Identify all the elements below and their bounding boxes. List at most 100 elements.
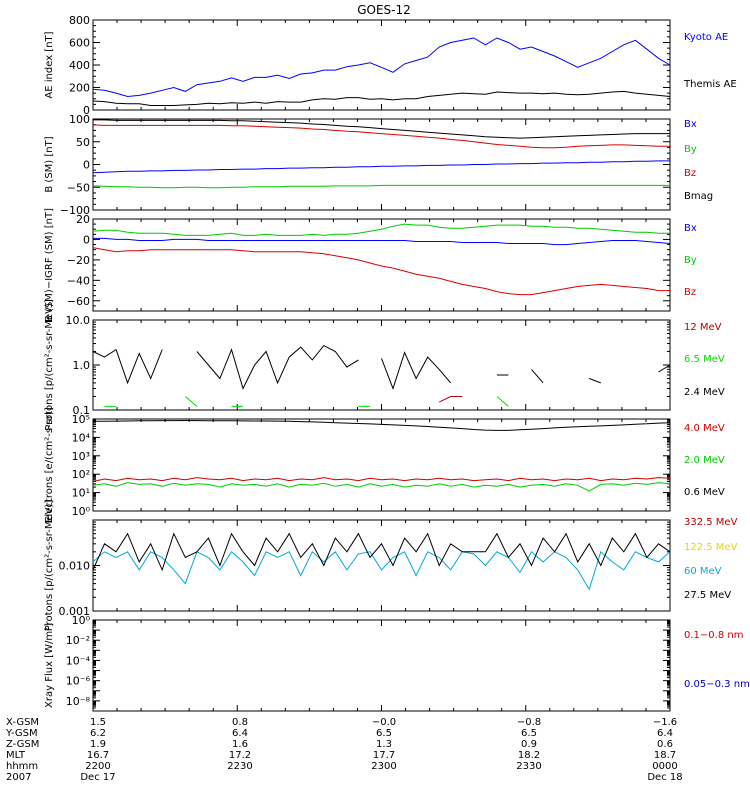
series-line-by	[92, 223, 670, 236]
footer-row-label: X-GSM	[6, 717, 39, 728]
legend-entry: By	[684, 255, 697, 266]
y-tick-label: 10⁰	[72, 614, 91, 627]
y-axis-label: Xray Flux [W/m²]	[44, 623, 55, 708]
legend-entry: Bmag	[684, 191, 713, 202]
y-tick-label: 400	[69, 59, 90, 72]
series-line-themis-ae	[92, 90, 671, 106]
y-tick-label: −40	[67, 274, 90, 287]
footer-row-label: hhmm	[6, 761, 38, 772]
series-line-27-5-mev	[92, 532, 671, 572]
y-axis-label: Protons [p/(cm²-s-sr-MeV)]	[44, 500, 55, 632]
legend-entry: Bx	[684, 223, 697, 234]
panel-xray-flux: 10⁻⁸ 10⁻⁶ 10⁻⁴ 10⁻² 10⁰ Xray Flux [W/m²] 0.1−0…	[44, 614, 750, 712]
y-tick-label: 100	[69, 113, 90, 126]
footer-value: 18.2	[518, 750, 540, 761]
footer-value: −1.6	[653, 717, 677, 728]
legend-entry: 4.0 MeV	[684, 423, 725, 434]
footer-value: 0000	[652, 761, 677, 772]
panel-b-minus-igrf: −60 −40 −20 0 20 B (SM)−IGRF (SM) [nT] Bx By Bz	[44, 208, 697, 322]
y-axis-label: Protons [p/(cm²-s-sr-MeV)]	[44, 299, 55, 431]
legend-entry: 332.5 MeV	[684, 517, 738, 528]
footer-value: Dec 17	[80, 772, 115, 783]
series-line-by	[92, 184, 670, 189]
y-axis-label: AE index [nT]	[44, 31, 55, 98]
series-line-bz	[92, 124, 670, 149]
footer-value: 2230	[227, 761, 252, 772]
panel-frame	[92, 218, 671, 312]
footer-value: 2200	[85, 761, 110, 772]
panel-frame	[92, 319, 671, 411]
footer-value: 18.7	[654, 750, 676, 761]
legend-entry: 0.1−0.8 nm	[684, 630, 743, 641]
footer-row-label: Z-GSM	[6, 739, 39, 750]
legend-entry: 0.6 MeV	[684, 487, 725, 498]
y-tick-label: −100	[60, 204, 90, 217]
footer-value: 2330	[516, 761, 541, 772]
legend-entry: 27.5 MeV	[684, 590, 731, 601]
y-tick-label: 0.010	[59, 560, 91, 573]
footer-value: 1.6	[232, 739, 248, 750]
y-tick-label: 10⁴	[72, 431, 91, 444]
y-tick-label: 20	[76, 213, 90, 226]
series-line-bx	[92, 160, 670, 174]
legend-entry: Bz	[684, 287, 696, 298]
series-line-bmag	[93, 119, 670, 139]
footer-value: 1.3	[376, 739, 392, 750]
series-line-0-6-mev	[92, 419, 671, 431]
footer-value: 0.8	[232, 717, 248, 728]
legend-entry: By	[684, 144, 697, 155]
legend-entry: 60 MeV	[684, 566, 722, 577]
series-line-2-4-mev	[92, 344, 671, 391]
y-tick-label: 0	[83, 104, 90, 117]
panel-frame	[92, 619, 671, 712]
legend-entry: 2.4 MeV	[684, 387, 725, 398]
series-line-kyoto-ae	[92, 37, 671, 98]
footer-value: 6.4	[657, 728, 673, 739]
series-line-60-mev	[92, 550, 671, 591]
y-tick-label: 1.0	[73, 359, 91, 372]
series-line-4-0-mev	[92, 477, 671, 482]
footer-row-label: 2007	[6, 772, 31, 783]
legend-entry: Themis AE	[683, 79, 737, 90]
legend-entry: 122.5 MeV	[684, 542, 738, 553]
y-tick-label: 10²	[72, 468, 90, 481]
y-tick-label: 0	[83, 233, 90, 246]
y-tick-label: 10⁵	[72, 413, 90, 426]
series-line-2-0-mev	[92, 482, 671, 492]
footer-value: 2300	[371, 761, 396, 772]
footer-value: 1.5	[90, 717, 106, 728]
y-tick-label: 10¹	[72, 487, 90, 500]
footer-value: 6.2	[90, 728, 106, 739]
series-line-bx	[93, 237, 671, 246]
series-line-bz	[92, 247, 670, 296]
legend-entry: 12 MeV	[684, 322, 722, 333]
y-tick-label: 10³	[72, 450, 90, 463]
footer-value: −0.8	[517, 717, 541, 728]
legend-entry: Kyoto AE	[684, 32, 728, 43]
legend-entry: 2.0 MeV	[684, 455, 725, 466]
footer-value: 17.7	[373, 750, 395, 761]
footer-value: 17.2	[229, 750, 251, 761]
y-tick-label: 10⁰	[72, 505, 91, 518]
ephemeris-footer: X-GSMY-GSMZ-GSMMLThhmm20071.56.21.916.72…	[5, 717, 683, 783]
y-tick-label: 10⁻⁴	[66, 654, 91, 667]
legend-entry: 6.5 MeV	[684, 354, 725, 365]
footer-value: 0.9	[521, 739, 537, 750]
y-axis-label: Electrons [e/(cm²-s-sr)]	[44, 407, 55, 523]
series-line-12-mev	[438, 396, 463, 403]
y-tick-label: −50	[67, 181, 90, 194]
y-tick-label: 10⁻⁶	[66, 675, 91, 688]
footer-value: 0.6	[657, 739, 673, 750]
footer-value: Dec 18	[647, 772, 682, 783]
y-tick-label: 600	[69, 37, 90, 50]
y-tick-label: 0	[83, 159, 90, 172]
panel-ae-index: 0 200 400 600 800 AE index [nT] Kyoto AE Themis…	[44, 14, 737, 117]
y-axis-label: B (SM)−IGRF (SM) [nT]	[44, 208, 55, 322]
footer-row-label: Y-GSM	[5, 728, 38, 739]
panel-electrons: 10⁰ 10¹ 10² 10³ 10⁴ 10⁵ Electrons [e/(cm²-s-sr…	[44, 407, 725, 523]
panel-protons-low: 0.1 1.0 10.0 Protons [p/(cm²-s-sr-MeV)] 12 M…	[44, 299, 725, 431]
y-tick-label: 200	[69, 82, 90, 95]
y-tick-label: −20	[67, 254, 90, 267]
